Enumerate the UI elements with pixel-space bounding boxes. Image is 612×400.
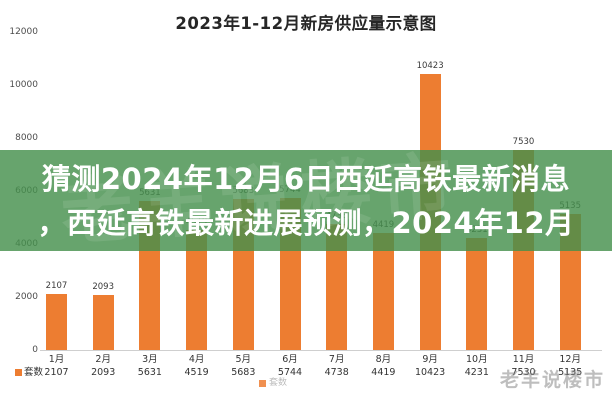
bar-7月 <box>326 224 348 350</box>
x-axis-category-label: 10月 <box>466 354 488 365</box>
headline-banner-overlay: 老羊说楼市 猜测2024年12月6日西延高铁最新消息 ，西延高铁最新进展预测，2… <box>0 150 612 251</box>
chart-legend: 套数 <box>259 378 287 388</box>
bar-data-label: 7530 <box>512 137 535 148</box>
x-axis-category-label: 9月 <box>422 354 438 365</box>
x-axis-category-label: 1月 <box>48 354 65 365</box>
bar-4月 <box>186 230 208 350</box>
table-cell-value: 10423 <box>414 367 446 378</box>
x-axis-category-label: 11月 <box>512 354 535 365</box>
table-cell-value: 5631 <box>137 367 162 378</box>
x-axis-category-label: 7月 <box>328 354 345 365</box>
corner-watermark: 老羊说楼市 <box>500 369 606 391</box>
table-cell-value: 4419 <box>371 367 396 378</box>
table-cell-value: 2093 <box>91 367 116 378</box>
x-axis-category-label: 5月 <box>235 354 252 365</box>
table-cell-value: 5744 <box>277 367 303 378</box>
bar-1月 <box>46 294 67 350</box>
bar-data-label: 2107 <box>45 281 68 292</box>
x-axis-category-label: 8月 <box>375 354 392 365</box>
table-cell-value: 4519 <box>184 367 209 378</box>
x-axis-category-label: 4月 <box>188 354 205 365</box>
series-color-swatch <box>15 369 22 376</box>
y-axis-tick-label: 0 <box>32 345 38 355</box>
table-cell-value: 2107 <box>44 367 69 378</box>
chart-title: 2023年1-12月新房供应量示意图 <box>175 14 437 33</box>
headline-line-1: 猜测2024年12月6日西延高铁最新消息 <box>41 162 571 196</box>
table-cell-value: 4738 <box>324 367 349 378</box>
y-axis-tick-label: 12000 <box>9 27 38 37</box>
y-axis-tick-label: 8000 <box>15 133 38 143</box>
table-cell-value: 4231 <box>464 367 489 378</box>
x-axis-category-label: 12月 <box>559 354 581 365</box>
x-axis-category-label: 2月 <box>95 354 111 365</box>
x-axis-category-label: 3月 <box>142 354 158 365</box>
table-row-header: 套数 <box>15 367 43 378</box>
bar-2月 <box>92 294 114 350</box>
headline-line-2: ，西延高铁最新进展预测，2024年12月 <box>37 206 575 240</box>
table-cell-value: 5683 <box>231 367 256 378</box>
table-cell-value: 5135 <box>558 367 583 378</box>
bar-10月 <box>466 237 488 350</box>
y-axis-tick-label: 10000 <box>9 80 38 90</box>
x-axis-line <box>40 350 602 351</box>
series-name-label: 套数 <box>24 367 44 378</box>
legend-color-swatch <box>259 379 266 387</box>
y-axis-tick-label: 2000 <box>15 292 38 302</box>
x-axis-category-label: 6月 <box>282 354 298 365</box>
bar-data-label: 2093 <box>92 281 114 292</box>
table-cell-value: 7530 <box>511 367 536 378</box>
legend-label: 套数 <box>269 378 288 388</box>
bar-data-label: 10423 <box>416 60 444 71</box>
bar-8月 <box>372 232 394 350</box>
